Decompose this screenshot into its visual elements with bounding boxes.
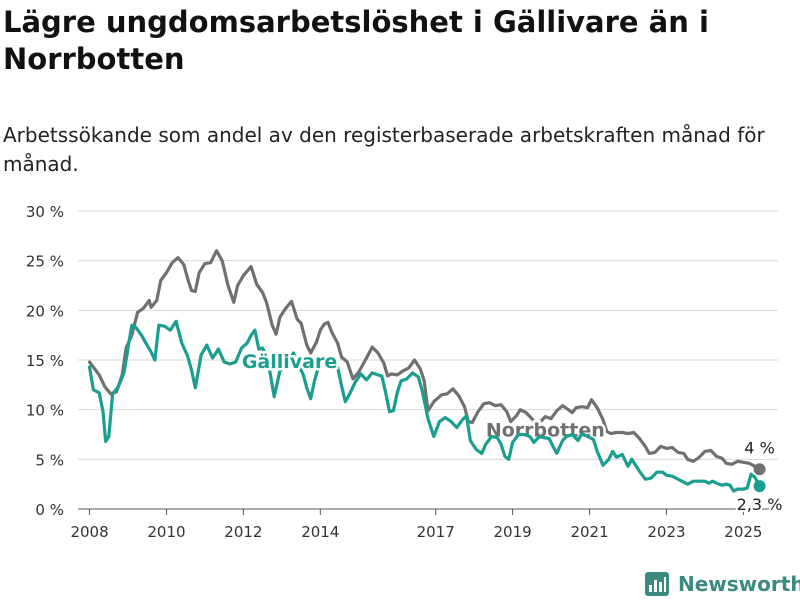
x-tick-label: 2017	[417, 523, 455, 541]
x-tick-label: 2012	[224, 523, 262, 541]
y-tick-label: 20 %	[26, 302, 64, 320]
chart-subtitle: Arbetssökande som andel av den registerb…	[3, 123, 765, 176]
end-point-norrbotten	[753, 463, 766, 476]
y-tick-label: 25 %	[26, 253, 64, 271]
y-tick-label: 5 %	[35, 451, 64, 469]
x-tick-label: 2010	[147, 523, 185, 541]
series-line-norrbotten	[87, 249, 762, 471]
x-tick-label: 2008	[70, 523, 108, 541]
chart-title: Lägre ungdomsarbetslöshet i Gällivare än…	[3, 5, 709, 76]
y-tick-label: 10 %	[26, 402, 64, 420]
x-tick-label: 2014	[301, 523, 339, 541]
end-label-norrbotten: 4 %	[744, 438, 774, 457]
end-point-gllivare	[753, 480, 766, 493]
bar-chart-logo-icon	[645, 572, 669, 596]
series-line-gllivare	[87, 319, 762, 493]
x-tick-label: 2021	[570, 523, 608, 541]
y-tick-label: 30 %	[26, 203, 64, 221]
y-tick-label: 15 %	[26, 352, 64, 370]
x-tick-label: 2019	[494, 523, 532, 541]
newsworthy-logo: Newsworthy	[644, 570, 800, 598]
brand-name: Newsworthy	[678, 572, 800, 596]
x-tick-label: 2025	[724, 523, 762, 541]
end-label-gllivare: 2,3 %	[737, 495, 783, 514]
series-label-gllivare: Gällivare	[242, 351, 337, 373]
y-tick-label: 0 %	[35, 501, 64, 519]
line-chart: 0 % 5 % 10 % 15 % 20 % 25 % 30 % 2008 2010 2012 20…	[26, 203, 785, 541]
x-tick-label: 2023	[647, 523, 685, 541]
